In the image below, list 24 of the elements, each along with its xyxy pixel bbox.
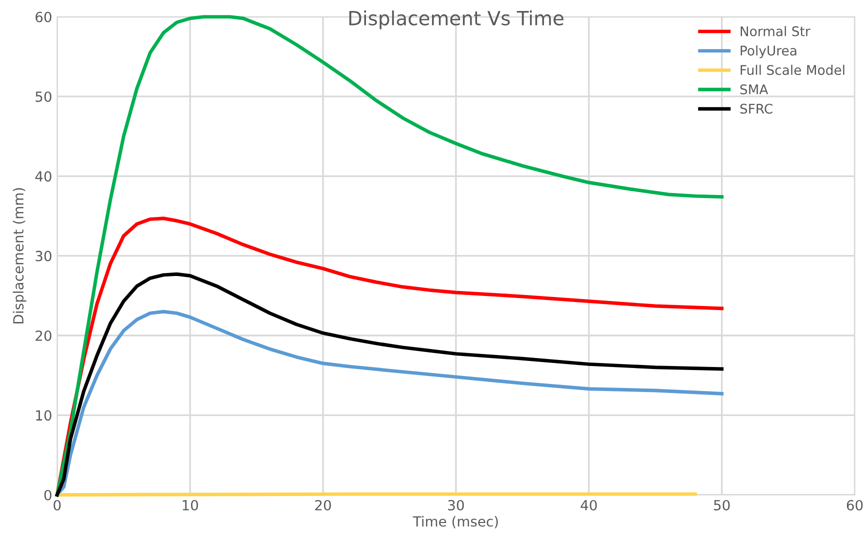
x-tick-label: 50 [714, 500, 730, 510]
y-tick-label: 0 [44, 490, 52, 500]
y-tick-label: 40 [35, 171, 52, 182]
x-tick-label: 20 [315, 500, 331, 510]
line-series [55, 310, 724, 497]
y-axis-title: Displacement (mm) [12, 188, 26, 324]
line-series [55, 272, 724, 497]
chart-title: Displacement Vs Time [349, 10, 564, 30]
y-tick-label: 30 [36, 250, 52, 262]
y-tick-label: 10 [36, 410, 52, 421]
legend-label: Full Scale Model [740, 64, 844, 75]
x-tick-label: 40 [580, 500, 597, 510]
legend-label: SMA [740, 84, 768, 94]
y-tick-label: 60 [36, 12, 52, 22]
y-tick-label: 50 [36, 91, 52, 102]
x-tick-label: 10 [182, 500, 198, 510]
legend-label: PolyUrea [740, 45, 796, 58]
y-tick-label: 20 [36, 330, 52, 341]
x-tick-label: 0 [54, 500, 61, 510]
x-tick-label: 60 [846, 500, 863, 510]
legend-label: Normal Str [740, 26, 810, 36]
x-tick-label: 30 [448, 500, 464, 510]
legend-label: SFRC [740, 104, 772, 114]
x-axis-title: Time (msec) [412, 516, 498, 528]
